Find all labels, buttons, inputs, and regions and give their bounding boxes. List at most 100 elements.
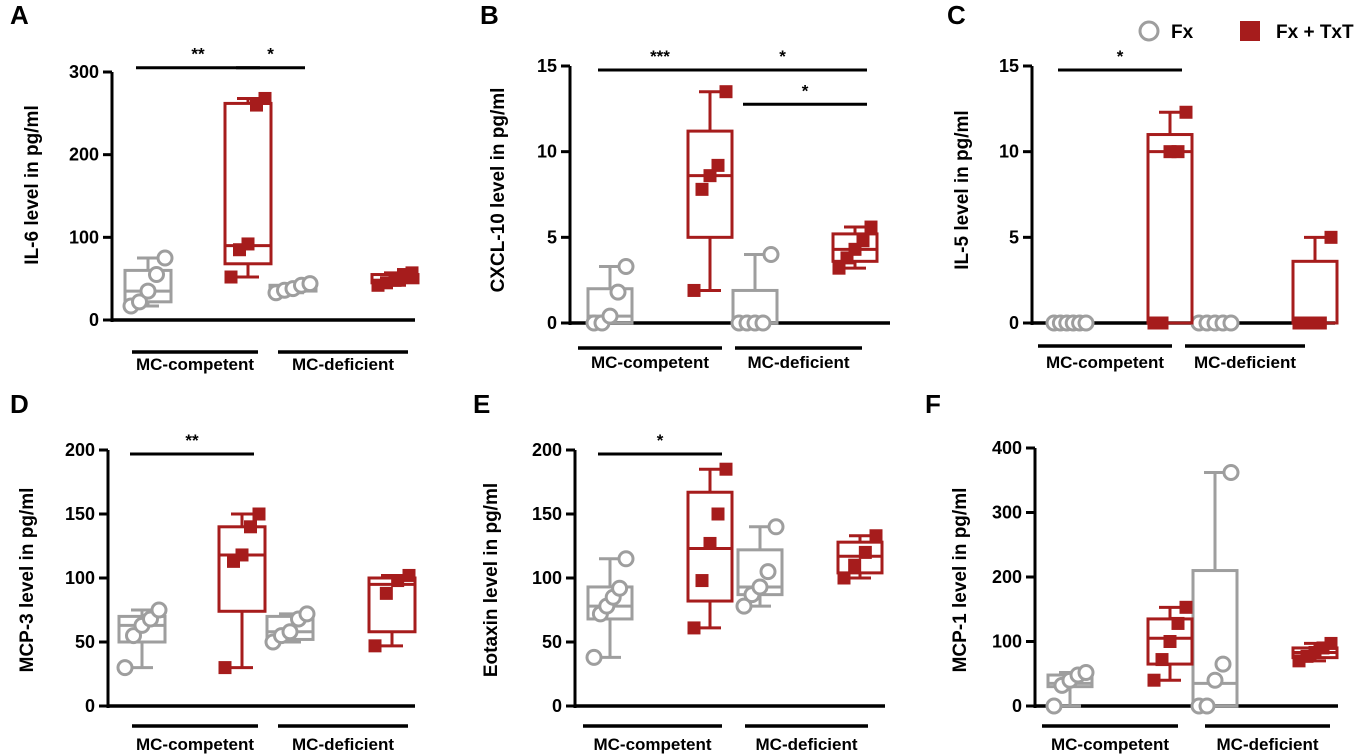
panel-e: E Eotaxin level in pg/ml 0 50 100 150 200 MC-co… (473, 389, 885, 754)
box-fx-mc-competent (585, 550, 635, 666)
y-tick-label: 5 (1009, 227, 1019, 247)
group-label: MC-competent (1051, 735, 1169, 754)
significance-label: * (779, 47, 786, 66)
data-point (1313, 316, 1327, 330)
data-point (235, 548, 249, 562)
data-point (391, 574, 405, 588)
data-point (719, 85, 733, 99)
box-fx-mc-competent (1045, 663, 1095, 715)
data-point (252, 507, 266, 521)
data-point (617, 257, 635, 275)
data-point (148, 266, 165, 284)
y-tick-label: 200 (69, 145, 99, 165)
data-point (703, 536, 717, 550)
box-fx-mc-deficient (267, 275, 319, 302)
y-tick-label: 100 (992, 632, 1022, 652)
significance-label: *** (650, 47, 670, 66)
y-tick-label: 15 (999, 56, 1019, 76)
box-fx-txt-mc-competent (217, 507, 267, 675)
data-point (368, 639, 382, 653)
y-tick-label: 15 (537, 56, 557, 76)
significance-label: * (657, 431, 664, 450)
y-tick-label: 5 (547, 227, 557, 247)
y-axis-label: MCP-3 level in pg/ml (17, 488, 38, 673)
data-point (402, 568, 416, 582)
group-label: MC-deficient (292, 355, 394, 374)
data-point (1324, 230, 1338, 244)
y-tick-label: 300 (992, 503, 1022, 523)
data-point (116, 659, 134, 677)
box-fx-mc-deficient (264, 605, 316, 651)
box-fx-txt-mc-deficient (367, 568, 417, 653)
data-point (298, 605, 316, 623)
y-axis-label: IL-6 level in pg/ml (22, 105, 43, 264)
y-tick-label: 0 (85, 696, 95, 716)
data-point (1179, 600, 1193, 614)
data-point (711, 158, 725, 172)
panel-letter: B (480, 0, 499, 30)
panel-letter: E (473, 389, 490, 419)
panel-f: F MCP-1 level in pg/ml 0 100 200 300 400 MC-com… (925, 389, 1339, 754)
data-point (611, 579, 629, 597)
box-fx-txt-mc-competent (1146, 600, 1194, 687)
group-label: MC-competent (136, 735, 254, 754)
box-iqr (1146, 617, 1194, 666)
data-point (858, 545, 872, 559)
y-tick-label: 0 (89, 310, 99, 330)
box-fx-txt-mc-competent (686, 462, 734, 635)
data-point (759, 563, 777, 581)
y-tick-label: 150 (65, 504, 95, 524)
box-fx-mc-competent (585, 257, 635, 332)
data-point (695, 182, 709, 196)
box-fx-txt-mc-competent (686, 85, 734, 297)
box-fx-mc-competent (1045, 314, 1095, 332)
y-axis-label: Eotaxin level in pg/ml (481, 483, 502, 677)
data-point (139, 282, 157, 300)
data-point (585, 648, 603, 666)
data-point (241, 237, 255, 251)
box-fx-mc-deficient (730, 245, 780, 332)
panel-letter: A (10, 0, 29, 30)
data-point (244, 520, 257, 534)
data-point (695, 574, 709, 588)
panel-b: B CXCL-10 level in pg/ml 0 5 10 15 MC-competen… (480, 0, 890, 372)
group-label: MC-competent (136, 355, 254, 374)
box-iqr (217, 525, 267, 613)
data-point (735, 597, 753, 615)
data-point (1324, 636, 1338, 650)
panel-letter: C (947, 0, 966, 30)
y-tick-label: 400 (992, 438, 1022, 458)
data-point (218, 661, 232, 675)
y-tick-label: 0 (547, 313, 557, 333)
data-point (1214, 655, 1232, 673)
data-point (687, 283, 701, 297)
y-tick-label: 200 (65, 440, 95, 460)
y-tick-label: 50 (542, 632, 562, 652)
group-label: MC-competent (1046, 353, 1164, 372)
data-point (711, 507, 725, 521)
data-point (1222, 314, 1240, 332)
y-axis-label: MCP-1 level in pg/ml (950, 488, 971, 673)
data-point (1155, 316, 1169, 330)
group-label: MC-deficient (292, 735, 394, 754)
y-tick-label: 0 (1012, 696, 1022, 716)
legend-label-fx-txt: Fx + TxT (1276, 22, 1354, 43)
legend: Fx Fx + TxT (1138, 20, 1354, 43)
legend-label-fx: Fx (1171, 22, 1194, 43)
y-axis-label: CXCL-10 level in pg/ml (488, 88, 509, 293)
data-point (1163, 635, 1177, 648)
box-fx-mc-deficient (1190, 314, 1240, 332)
data-point (762, 245, 780, 263)
group-label: MC-competent (593, 735, 711, 754)
box-iqr (1291, 259, 1339, 325)
data-point (832, 261, 846, 275)
y-tick-label: 10 (537, 142, 557, 162)
data-point (224, 270, 238, 284)
box-fx-mc-competent (122, 249, 174, 315)
y-tick-label: 200 (992, 567, 1022, 587)
group-label: MC-deficient (756, 735, 858, 754)
y-tick-label: 50 (75, 632, 95, 652)
data-point (1303, 316, 1317, 330)
box-iqr (1146, 133, 1194, 325)
